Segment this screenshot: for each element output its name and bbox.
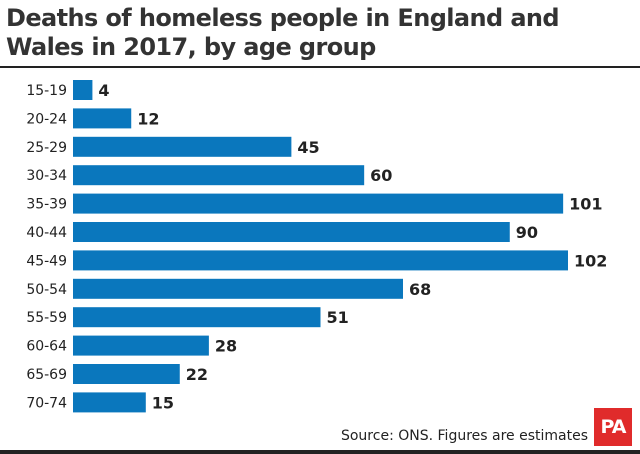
bar xyxy=(73,222,510,242)
value-label: 15 xyxy=(152,393,174,412)
chart-title: Deaths of homeless people in England and… xyxy=(6,4,560,61)
value-label: 102 xyxy=(574,251,607,270)
value-label: 22 xyxy=(186,365,208,384)
category-label: 15-19 xyxy=(26,83,67,99)
bar xyxy=(73,335,209,356)
bar xyxy=(73,165,365,186)
bar xyxy=(73,250,568,271)
bar xyxy=(73,278,403,299)
value-label: 45 xyxy=(297,138,319,157)
category-label: 60-64 xyxy=(26,339,67,355)
bar xyxy=(73,307,321,328)
category-label: 65-69 xyxy=(26,367,67,383)
value-label: 12 xyxy=(137,109,159,128)
bar xyxy=(73,392,146,413)
pa-logo: PA xyxy=(594,408,632,446)
value-label: 60 xyxy=(370,166,392,185)
value-label: 51 xyxy=(327,308,349,327)
category-label: 70-74 xyxy=(26,395,67,411)
category-label: 30-34 xyxy=(26,168,67,184)
category-label: 35-39 xyxy=(26,197,67,213)
category-label: 55-59 xyxy=(26,310,67,326)
category-label: 25-29 xyxy=(26,140,67,156)
bar xyxy=(73,108,132,129)
value-label: 68 xyxy=(409,280,431,299)
bar xyxy=(73,80,93,100)
value-label: 90 xyxy=(516,223,538,242)
category-label: 45-49 xyxy=(26,253,67,269)
bar xyxy=(73,193,564,214)
category-label: 20-24 xyxy=(26,111,67,127)
bottom-divider xyxy=(0,450,640,454)
category-label: 50-54 xyxy=(26,282,67,298)
bar xyxy=(73,136,292,157)
value-label: 4 xyxy=(98,81,109,100)
value-label: 28 xyxy=(215,337,237,356)
category-label: 40-44 xyxy=(26,225,67,241)
value-label: 101 xyxy=(569,195,602,214)
bar xyxy=(73,364,180,384)
divider xyxy=(0,66,640,68)
source-note: Source: ONS. Figures are estimates xyxy=(340,428,588,444)
